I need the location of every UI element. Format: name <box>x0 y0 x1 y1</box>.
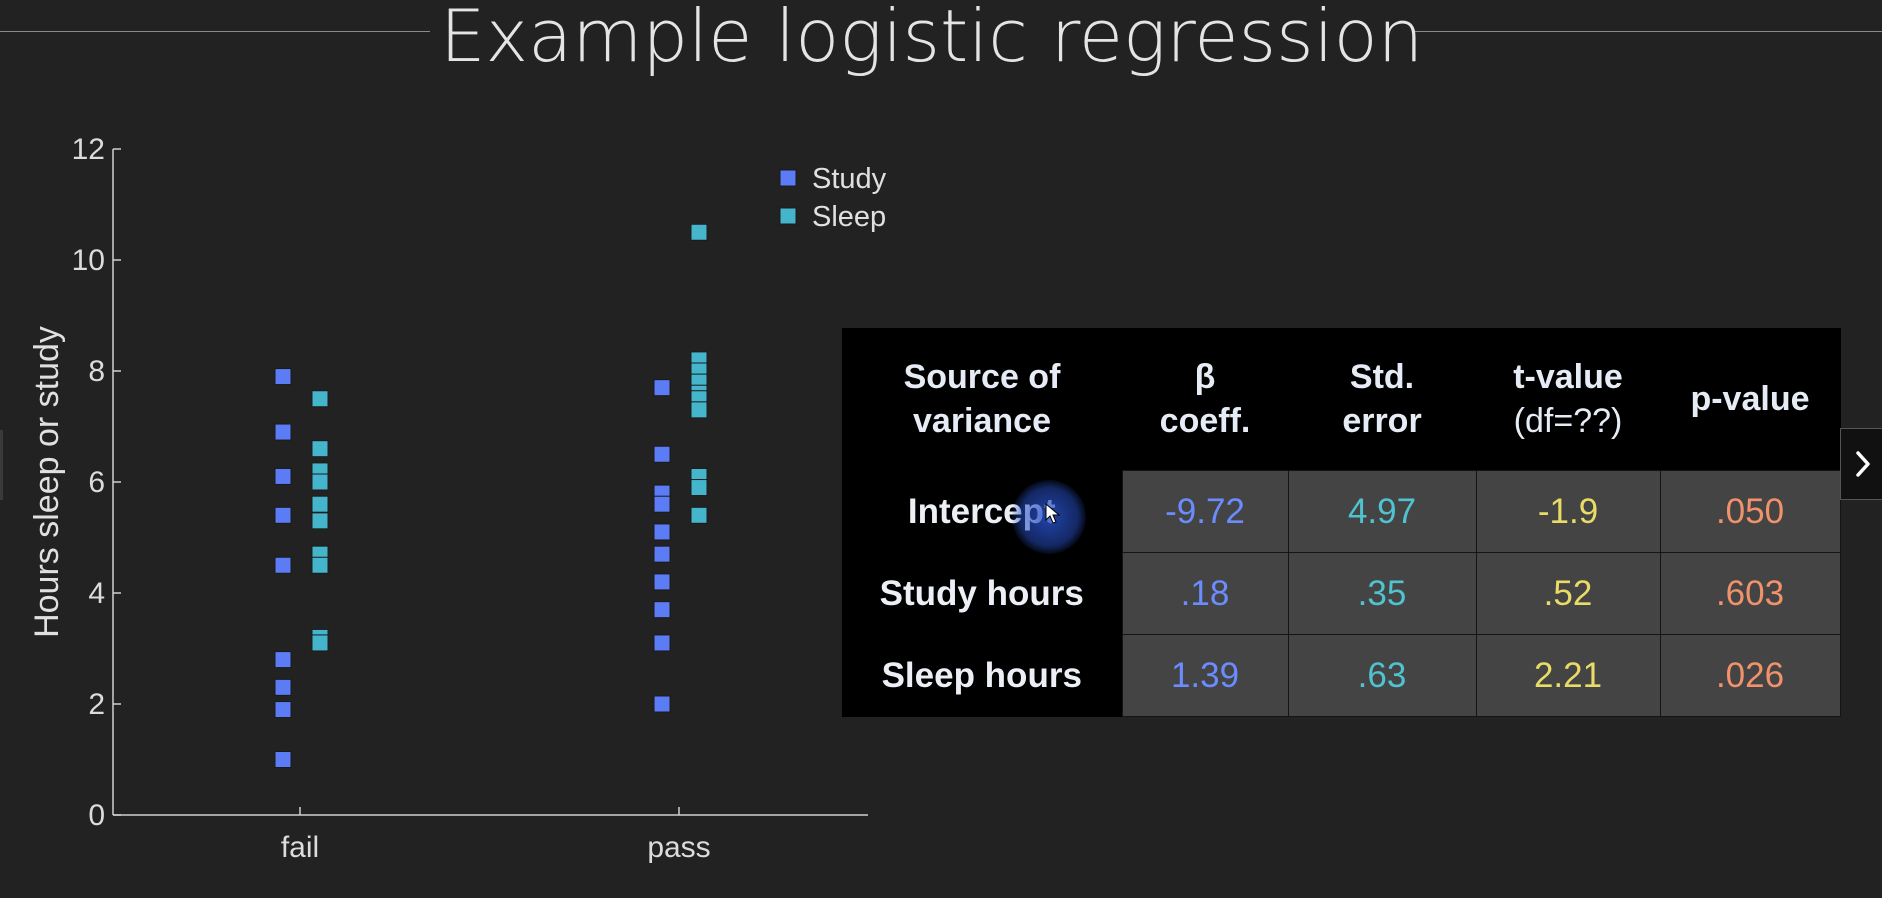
data-point-sleep <box>690 401 708 419</box>
legend-swatch-sleep <box>779 207 797 225</box>
header-source-line1: Source of <box>903 358 1061 397</box>
data-point-sleep <box>690 479 708 497</box>
cell-beta: -9.72 <box>1121 470 1289 553</box>
data-point-study <box>653 573 671 591</box>
cell-p: .050 <box>1659 470 1841 553</box>
chart-marks <box>274 223 708 768</box>
chevron-right-icon <box>1855 451 1870 477</box>
data-point-study <box>653 695 671 713</box>
legend-swatch-study <box>779 169 797 187</box>
next-slide-button[interactable] <box>1840 428 1882 500</box>
title-rule-left <box>0 31 430 32</box>
cell-p: .603 <box>1659 552 1841 635</box>
table-row: Sleep hours 1.39 .63 2.21 .026 <box>842 634 1841 717</box>
slide-title: Example logistic regression <box>440 0 1424 78</box>
regression-table: Source of variance β coeff. Std. error t… <box>842 328 1841 717</box>
data-point-study <box>274 651 292 669</box>
data-point-study <box>274 368 292 386</box>
row-source: Intercept <box>842 470 1122 553</box>
data-point-study <box>274 701 292 719</box>
chart-axes: 0 2 4 6 8 10 12 fail pass Hours sleep or study <box>28 133 868 864</box>
y-tick-label: 10 <box>72 244 105 277</box>
table-row: Intercept -9.72 4.97 -1.9 .050 <box>842 470 1841 553</box>
data-point-sleep <box>311 512 329 530</box>
header-source-line2: variance <box>913 402 1051 441</box>
table-row: Study hours .18 .35 .52 .603 <box>842 552 1841 635</box>
cell-t: .52 <box>1475 552 1661 635</box>
data-point-study <box>274 467 292 485</box>
x-tick-label: fail <box>281 831 319 864</box>
y-axis-label: Hours sleep or study <box>28 326 66 638</box>
header-p-line1: p-value <box>1690 380 1810 418</box>
data-point-study <box>274 506 292 524</box>
y-tick-label: 12 <box>72 133 105 166</box>
header-beta-line1: β <box>1194 358 1216 396</box>
data-point-sleep <box>311 440 329 458</box>
header-se: Std. error <box>1288 328 1476 471</box>
header-t-line1: t-value <box>1513 358 1623 396</box>
cell-t: 2.21 <box>1475 634 1661 717</box>
header-t: t-value (df=??) <box>1476 328 1660 471</box>
table-header-row: Source of variance β coeff. Std. error t… <box>842 328 1840 471</box>
chart-legend: Study Sleep <box>779 163 887 233</box>
left-edge-tab <box>0 430 3 500</box>
data-point-study <box>653 445 671 463</box>
data-point-study <box>274 751 292 768</box>
legend-label-study: Study <box>812 163 887 195</box>
data-point-study <box>653 545 671 563</box>
data-point-study <box>653 601 671 619</box>
data-point-study <box>274 678 292 696</box>
header-se-line2: error <box>1342 402 1422 440</box>
data-point-sleep <box>311 390 329 408</box>
header-se-line1: Std. <box>1349 358 1415 396</box>
cell-se: .63 <box>1287 634 1477 717</box>
cell-beta: 1.39 <box>1121 634 1289 717</box>
cell-se: 4.97 <box>1287 470 1477 553</box>
title-rule-right <box>1414 31 1882 32</box>
header-t-line2: (df=??) <box>1513 402 1623 440</box>
data-point-study <box>653 634 671 652</box>
cell-beta: .18 <box>1121 552 1289 635</box>
y-tick-label: 8 <box>88 355 105 388</box>
header-source: Source of variance <box>842 328 1122 471</box>
data-point-sleep <box>311 634 329 652</box>
header-p: p-value <box>1660 328 1840 471</box>
data-point-sleep <box>690 223 708 241</box>
row-source: Study hours <box>842 552 1122 635</box>
legend-label-sleep: Sleep <box>812 201 886 233</box>
header-beta: β coeff. <box>1122 328 1288 471</box>
y-tick-label: 4 <box>88 577 105 610</box>
data-point-study <box>274 556 292 574</box>
cell-t: -1.9 <box>1475 470 1661 553</box>
data-point-sleep <box>311 473 329 491</box>
y-tick-label: 0 <box>88 799 105 832</box>
data-point-sleep <box>311 495 329 513</box>
header-beta-line2: coeff. <box>1159 402 1251 440</box>
data-point-study <box>274 423 292 441</box>
data-point-study <box>653 523 671 541</box>
data-point-sleep <box>690 506 708 524</box>
data-point-sleep <box>311 556 329 574</box>
row-source: Sleep hours <box>842 634 1122 717</box>
data-point-study <box>653 495 671 513</box>
x-tick-label: pass <box>647 831 710 864</box>
y-tick-label: 6 <box>88 466 105 499</box>
cell-p: .026 <box>1659 634 1841 717</box>
cell-se: .35 <box>1287 552 1477 635</box>
y-tick-label: 2 <box>88 688 105 721</box>
data-point-study <box>653 379 671 397</box>
mouse-pointer-icon <box>1045 503 1061 524</box>
